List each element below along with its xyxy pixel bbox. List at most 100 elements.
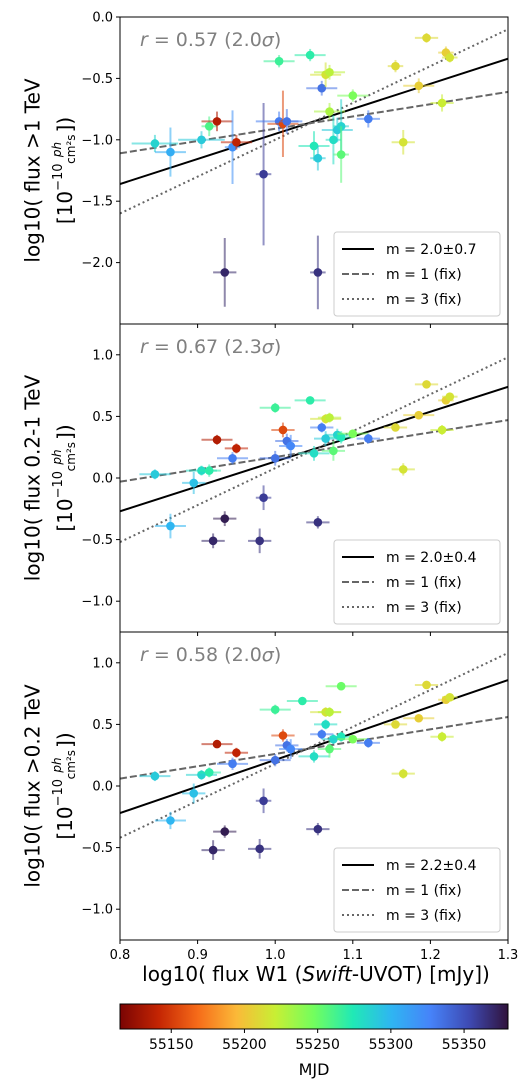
data-point (337, 734, 369, 744)
point-marker (278, 731, 288, 740)
fit-line-dotted (120, 356, 508, 543)
colorbar-tick-label: 55350 (442, 1037, 487, 1053)
point-marker (274, 56, 284, 66)
data-point (325, 115, 342, 165)
point-marker (270, 403, 280, 413)
unit-exponent: −10 (51, 471, 66, 498)
correlation-annotation: r = 0.57 (2.0σ) (140, 29, 281, 51)
point-marker (166, 521, 175, 531)
point-marker (282, 117, 292, 126)
point-marker (336, 433, 346, 442)
legend-label: m = 2.0±0.4 (386, 550, 477, 566)
data-point (259, 450, 291, 466)
x-tick-label: 0.8 (110, 948, 131, 963)
data-point (414, 380, 439, 389)
data-point (197, 767, 221, 778)
point-marker (336, 681, 346, 691)
data-point (430, 94, 454, 112)
data-point (391, 463, 415, 476)
point-marker (228, 759, 237, 769)
point-marker (189, 478, 199, 488)
unit-close: ]) (53, 424, 77, 440)
point-marker (313, 824, 323, 834)
x-label-prefix: log10( flux W1 ( (142, 962, 302, 986)
point-marker (232, 748, 241, 758)
y-tick-label: 0.0 (92, 472, 113, 487)
point-marker (348, 734, 358, 744)
point-marker (313, 268, 323, 277)
data-point (182, 471, 206, 495)
data-point (321, 117, 353, 143)
point-marker (317, 729, 327, 739)
data-point (271, 729, 295, 742)
point-marker (166, 147, 175, 157)
data-point (414, 680, 439, 690)
unit-exponent: −10 (51, 779, 66, 806)
point-marker (398, 769, 408, 778)
point-marker (422, 680, 431, 690)
point-marker (259, 493, 268, 503)
data-point (403, 78, 435, 94)
point-marker (255, 844, 264, 854)
data-point (321, 441, 346, 461)
data-point (154, 513, 186, 539)
point-marker (317, 423, 327, 432)
annotation-sigma: σ (262, 336, 275, 358)
y-axis-unit: [10−10 phcm²s]) (50, 424, 78, 531)
y-axis-label: log10( flux >0.2 TeV (21, 684, 45, 888)
data-point (306, 822, 330, 836)
y-axis-label: log10( flux >1 TeV (21, 78, 45, 263)
colorbar-label: MJD (299, 1060, 330, 1079)
data-point (139, 469, 171, 480)
point-marker (414, 81, 424, 91)
point-marker (325, 707, 334, 717)
point-marker (309, 141, 319, 151)
data-point (310, 729, 334, 740)
unit-denominator: cm²s (64, 442, 78, 471)
legend-label: m = 3 (fix) (386, 600, 462, 616)
panel-1: 0.0 −0.5 −1.0 −1.5 −2.0 r = 0.57 (2.0σ) m = 2.… (21, 11, 509, 328)
point-marker (391, 423, 400, 432)
annotation-value: = 0.57 (2.0 (148, 29, 262, 51)
x-axis-label: log10( flux W1 (Swift-UVOT) [mJy]) (142, 962, 490, 986)
x-tick-label: 1.3 (498, 948, 519, 963)
point-marker (286, 744, 296, 754)
data-point (224, 747, 249, 758)
point-marker (398, 465, 408, 474)
data-point (314, 102, 346, 121)
unit-exponent: −10 (51, 163, 66, 190)
colorbar-tick-label: 55300 (369, 1037, 414, 1053)
unit-close: ]) (53, 732, 77, 748)
data-point (217, 452, 249, 465)
fit-line-dotted (120, 652, 508, 839)
panel-3: 1.0 0.5 0.0 −0.5 −1.0 r = 0.58 (2.0σ) m = 2.2±… (21, 631, 509, 944)
point-marker (255, 536, 264, 546)
point-marker (189, 789, 199, 798)
data-point (325, 681, 357, 691)
point-marker (313, 153, 323, 163)
annotation-value: = 0.58 (2.0 (148, 644, 262, 666)
data-point (286, 696, 318, 706)
x-tick-label: 1.1 (342, 948, 363, 963)
data-point (298, 750, 330, 763)
data-point (178, 131, 225, 149)
point-marker (305, 396, 315, 405)
data-point (310, 422, 334, 433)
data-point (314, 431, 338, 446)
unit-numerator: ph (50, 142, 64, 158)
y-tick-label: −1.0 (81, 903, 113, 918)
point-marker (325, 67, 334, 77)
data-point (294, 48, 326, 62)
annotation-close: ) (274, 336, 281, 358)
legend-box (333, 539, 501, 625)
data-point (403, 410, 435, 420)
point-marker (212, 117, 222, 126)
data-point (298, 131, 330, 161)
point-marker (414, 410, 424, 420)
data-point (391, 129, 415, 155)
colorbar: 55150 55200 55250 55300 55350 MJD (119, 1003, 509, 1079)
unit-base: [10 (53, 191, 77, 224)
point-marker (166, 816, 175, 825)
point-marker (298, 696, 307, 706)
